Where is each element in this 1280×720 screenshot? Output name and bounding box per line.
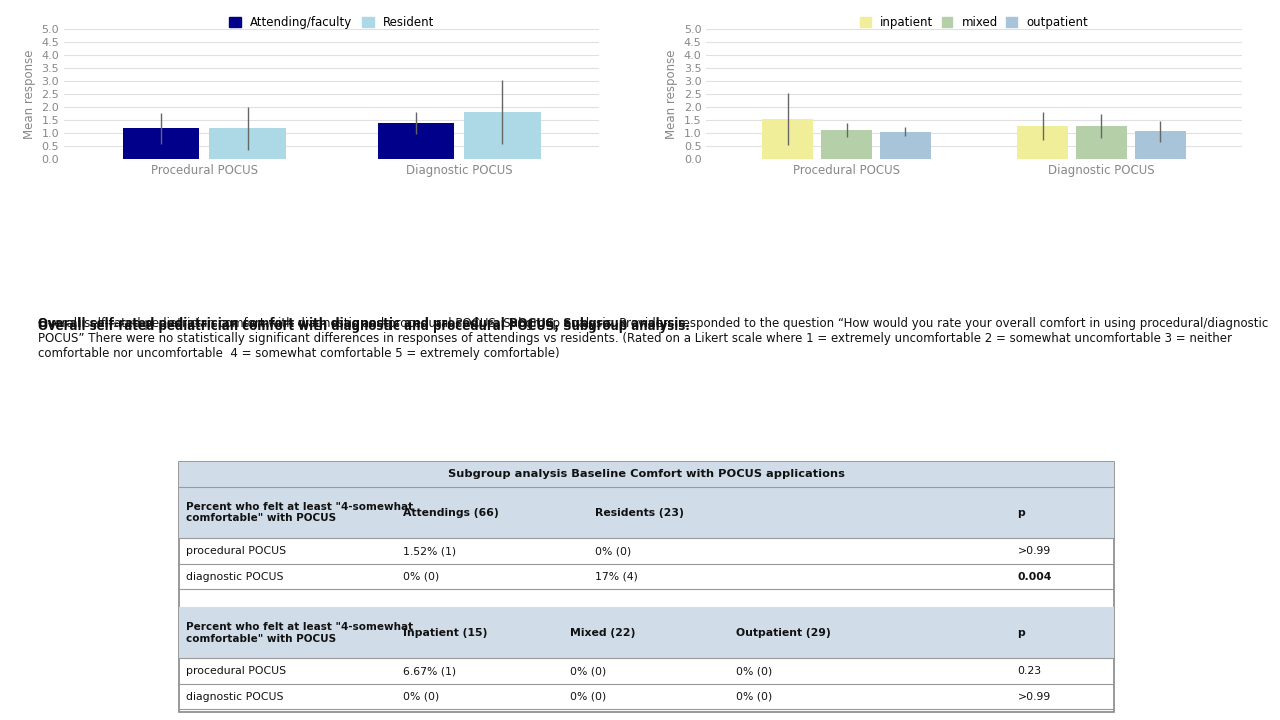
Bar [879,132,931,159]
Text: Residents (23): Residents (23) [595,508,684,518]
Text: 17% (4): 17% (4) [595,572,637,582]
Text: Percent who felt at least "4-somewhat
comfortable" with POCUS: Percent who felt at least "4-somewhat co… [186,502,412,523]
Bar [1018,126,1069,159]
Bar [820,130,872,159]
Bar [123,128,200,159]
Bar [763,120,813,159]
Text: diagnostic POCUS: diagnostic POCUS [186,572,283,582]
Bar [179,462,1114,712]
Text: Overall self-rated pediatrician comfort with diagnostic and procedural POCUS, Su: Overall self-rated pediatrician comfort … [38,317,690,330]
Bar [465,112,540,159]
Text: 6.67% (1): 6.67% (1) [403,666,457,676]
Text: 0.23: 0.23 [1018,666,1042,676]
Y-axis label: Mean response: Mean response [666,49,678,139]
Text: 0.004: 0.004 [1018,572,1052,582]
Legend: inpatient, mixed, outpatient: inpatient, mixed, outpatient [855,12,1093,34]
Text: 0% (0): 0% (0) [595,546,631,556]
Bar [1076,126,1126,159]
Bar [179,462,1114,487]
Text: >0.99: >0.99 [1018,546,1051,556]
Legend: Attending/faculty, Resident: Attending/faculty, Resident [224,12,439,34]
Text: 0% (0): 0% (0) [403,572,439,582]
Text: Outpatient (29): Outpatient (29) [736,628,831,638]
Text: Attendings (66): Attendings (66) [403,508,499,518]
Bar [378,122,454,159]
Text: procedural POCUS: procedural POCUS [186,546,285,556]
Bar [210,128,285,159]
Text: Subgroup analysis Baseline Comfort with POCUS applications: Subgroup analysis Baseline Comfort with … [448,469,845,480]
Text: Inpatient (15): Inpatient (15) [403,628,488,638]
Text: 0% (0): 0% (0) [570,666,605,676]
Bar [179,487,1114,539]
Text: procedural POCUS: procedural POCUS [186,666,285,676]
Bar [179,607,1114,658]
Text: >0.99: >0.99 [1018,692,1051,702]
Text: Overall self-rated pediatrician comfort with diagnostic and procedural POCUS, Su: Overall self-rated pediatrician comfort … [38,317,1268,360]
Text: 0% (0): 0% (0) [736,692,772,702]
Text: 0% (0): 0% (0) [736,666,772,676]
Bar [1134,131,1185,159]
Text: Mixed (22): Mixed (22) [570,628,635,638]
Text: diagnostic POCUS: diagnostic POCUS [186,692,283,702]
Text: p: p [1018,628,1025,638]
Y-axis label: Mean response: Mean response [23,49,36,139]
Text: 1.52% (1): 1.52% (1) [403,546,457,556]
Text: Overall self-rated pediatrician comfort with diagnostic and procedural POCUS, Su: Overall self-rated pediatrician comfort … [38,320,690,333]
Text: 0% (0): 0% (0) [570,692,605,702]
Text: Percent who felt at least "4-somewhat
comfortable" with POCUS: Percent who felt at least "4-somewhat co… [186,622,412,644]
Text: p: p [1018,508,1025,518]
Text: 0% (0): 0% (0) [403,692,439,702]
